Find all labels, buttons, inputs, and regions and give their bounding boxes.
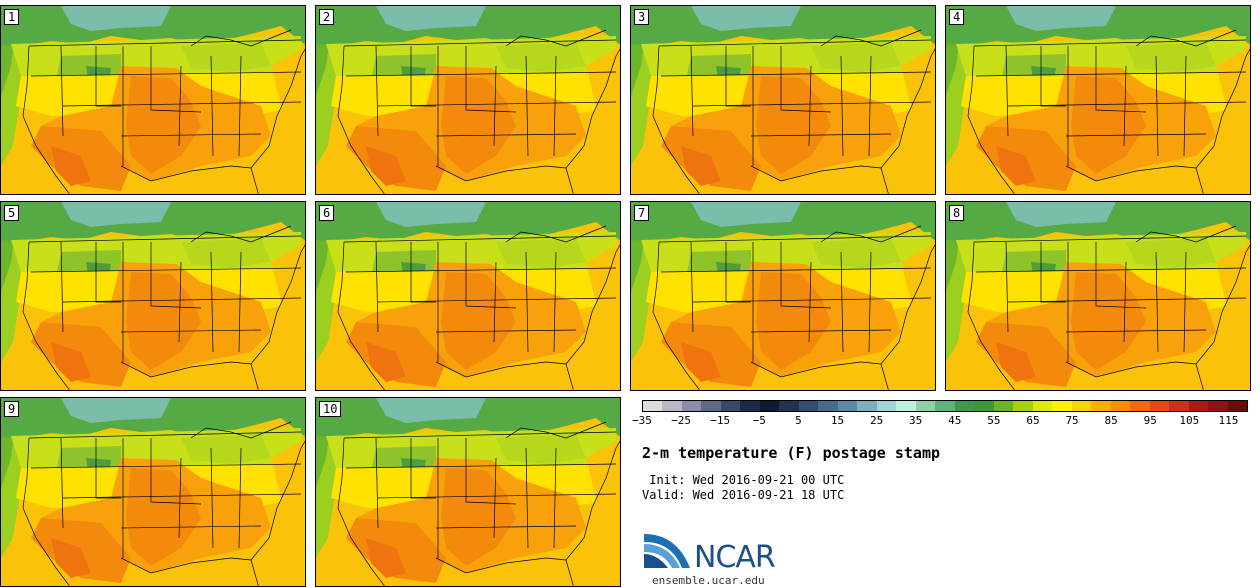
colorbar-swatch	[1071, 401, 1092, 411]
colorbar-swatch	[1013, 401, 1033, 411]
colorbar-swatch	[662, 401, 682, 411]
temperature-map-9	[1, 398, 306, 587]
panel-label-4: 4	[949, 9, 965, 25]
temperature-map-6	[316, 202, 621, 391]
colorbar-swatch	[818, 401, 838, 411]
map-panel-5: 5	[0, 201, 306, 391]
colorbar-tick-label: 65	[1026, 414, 1040, 427]
panel-label-5: 5	[4, 205, 20, 221]
panel-label-3: 3	[634, 9, 650, 25]
panel-label-8: 8	[949, 205, 965, 221]
map-panel-2: 2	[315, 5, 621, 195]
colorbar-swatch	[1227, 401, 1248, 411]
colorbar-tick-label: −35	[632, 414, 652, 427]
colorbar-swatch	[1052, 401, 1072, 411]
colorbar-swatch	[915, 401, 936, 411]
colorbar-swatch	[681, 401, 702, 411]
colorbar-tick-label: −5	[752, 414, 766, 427]
temperature-map-5	[1, 202, 306, 391]
colorbar-swatch	[759, 401, 780, 411]
panel-label-6: 6	[319, 205, 335, 221]
panel-label-7: 7	[634, 205, 650, 221]
colorbar-tick-label: −25	[671, 414, 692, 427]
temperature-map-3	[631, 6, 936, 195]
colorbar-tick-label: 105	[1179, 414, 1200, 427]
colorbar-swatch	[974, 401, 994, 411]
colorbar-tick-label: 15	[830, 414, 845, 427]
colorbar-swatch	[643, 401, 663, 411]
colorbar-swatch	[1110, 401, 1131, 411]
colorbar-swatch	[1208, 401, 1228, 411]
colorbar-swatch	[1130, 401, 1150, 411]
temperature-map-8	[946, 202, 1251, 391]
ncar-logo-text: NCAR	[694, 540, 776, 575]
panel-label-9: 9	[4, 401, 20, 417]
colorbar-swatch	[1149, 401, 1170, 411]
colorbar-swatch	[896, 401, 916, 411]
map-panel-4: 4	[945, 5, 1251, 195]
map-panel-7: 7	[630, 201, 936, 391]
colorbar-tick-label: 75	[1065, 414, 1079, 427]
colorbar-swatch	[779, 401, 799, 411]
colorbar-swatch	[1188, 401, 1209, 411]
colorbar-swatch	[857, 401, 877, 411]
colorbar-swatch	[1169, 401, 1189, 411]
plot-title: 2-m temperature (F) postage stamp	[642, 444, 941, 462]
colorbar-tick-label: 45	[948, 414, 962, 427]
temperature-map-4	[946, 6, 1251, 195]
map-panel-10: 10	[315, 397, 621, 587]
colorbar-swatch	[1032, 401, 1053, 411]
colorbar-swatch	[740, 401, 760, 411]
panel-label-2: 2	[319, 9, 335, 25]
temperature-map-7	[631, 202, 936, 391]
colorbar-tick-label: 55	[987, 414, 1001, 427]
colorbar-swatch	[837, 401, 858, 411]
temperature-colorbar	[642, 400, 1248, 412]
temperature-map-1	[1, 6, 306, 195]
colorbar-tick-label: 35	[909, 414, 923, 427]
colorbar-swatch	[1091, 401, 1111, 411]
panel-label-10: 10	[319, 401, 342, 417]
colorbar-tick-label: 85	[1104, 414, 1118, 427]
colorbar-tick-label: 115	[1218, 414, 1239, 427]
map-panel-1: 1	[0, 5, 306, 195]
temperature-map-10	[316, 398, 621, 587]
colorbar-tick-label: 5	[795, 414, 802, 427]
temperature-map-2	[316, 6, 621, 195]
map-panel-3: 3	[630, 5, 936, 195]
colorbar-swatch	[798, 401, 819, 411]
colorbar-swatch	[876, 401, 897, 411]
colorbar-swatch	[701, 401, 721, 411]
init-time: Init: Wed 2016-09-21 00 UTC	[642, 473, 845, 487]
panel-label-1: 1	[4, 9, 20, 25]
map-panel-9: 9	[0, 397, 306, 587]
map-panel-8: 8	[945, 201, 1251, 391]
colorbar-swatch	[993, 401, 1014, 411]
valid-time: Valid: Wed 2016-09-21 18 UTC	[642, 488, 845, 502]
colorbar-swatch	[720, 401, 741, 411]
site-url: ensemble.ucar.edu	[652, 574, 765, 587]
colorbar-tick-labels: −35 −25 −15 −5 5 15 25 35 45 55 65 75 85 95 105 115	[632, 414, 1248, 430]
ncar-logo	[644, 534, 690, 568]
map-panel-6: 6	[315, 201, 621, 391]
colorbar-tick-label: 95	[1143, 414, 1157, 427]
colorbar-swatch	[954, 401, 975, 411]
colorbar-tick-label: 25	[869, 414, 884, 427]
colorbar-swatch	[935, 401, 955, 411]
colorbar-tick-label: −15	[710, 414, 731, 427]
